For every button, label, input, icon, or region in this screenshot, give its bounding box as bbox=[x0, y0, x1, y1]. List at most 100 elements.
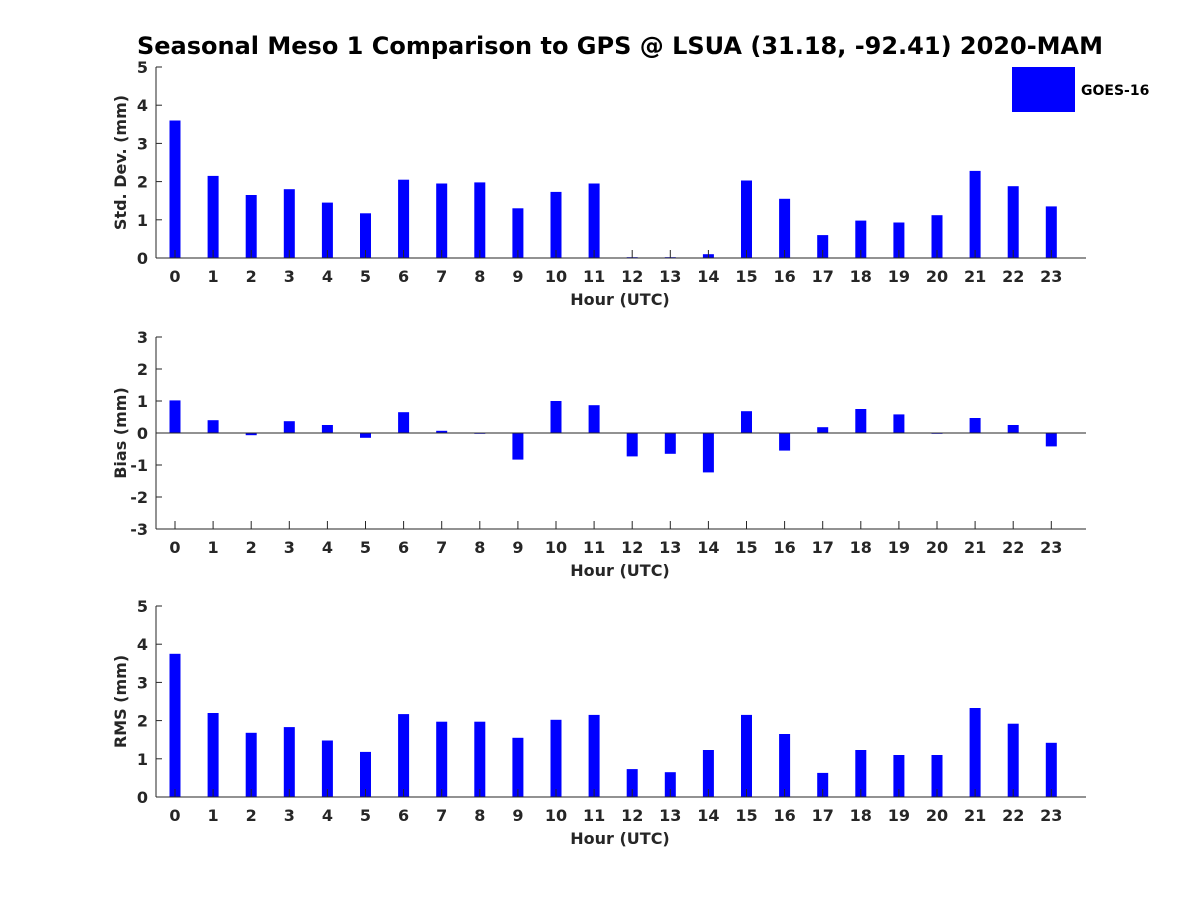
x-tick-label: 14 bbox=[697, 806, 719, 825]
bar-hour-22 bbox=[1007, 723, 1019, 797]
bar-hour-15 bbox=[741, 411, 752, 433]
x-tick-label: 18 bbox=[850, 806, 872, 825]
x-tick-label: 2 bbox=[246, 806, 257, 825]
y-axis-label: Std. Dev. (mm) bbox=[111, 95, 130, 230]
x-tick-label: 13 bbox=[659, 267, 681, 286]
bar-hour-4 bbox=[321, 425, 333, 433]
bar-hour-3 bbox=[283, 727, 295, 797]
bar-hour-9 bbox=[512, 737, 524, 797]
x-tick-label: 12 bbox=[621, 267, 643, 286]
y-tick-label: -1 bbox=[130, 456, 148, 475]
x-tick-label: 19 bbox=[888, 267, 910, 286]
bar-hour-1 bbox=[207, 713, 219, 797]
bar-hour-5 bbox=[360, 751, 371, 797]
y-tick-label: 1 bbox=[137, 211, 148, 230]
figure-title: Seasonal Meso 1 Comparison to GPS @ LSUA… bbox=[137, 32, 1103, 60]
x-axis-label: Hour (UTC) bbox=[570, 290, 670, 309]
x-tick-label: 0 bbox=[169, 806, 180, 825]
x-tick-label: 12 bbox=[621, 538, 643, 557]
bar-hour-23 bbox=[1045, 206, 1057, 258]
bar-hour-11 bbox=[588, 714, 600, 797]
bar-hour-19 bbox=[893, 222, 905, 258]
x-tick-label: 12 bbox=[621, 806, 643, 825]
x-tick-label: 23 bbox=[1040, 538, 1062, 557]
x-tick-label: 14 bbox=[697, 267, 719, 286]
bar-hour-14 bbox=[702, 750, 714, 797]
x-tick-label: 16 bbox=[773, 267, 795, 286]
bar-hour-21 bbox=[969, 170, 981, 258]
x-tick-label: 6 bbox=[398, 267, 409, 286]
x-tick-label: 15 bbox=[735, 267, 757, 286]
y-tick-label: 3 bbox=[137, 673, 148, 692]
bar-hour-16 bbox=[779, 198, 791, 258]
x-tick-label: 11 bbox=[583, 267, 605, 286]
x-tick-label: 15 bbox=[735, 806, 757, 825]
x-tick-label: 2 bbox=[246, 538, 257, 557]
y-tick-label: 3 bbox=[137, 134, 148, 153]
bar-hour-9 bbox=[512, 208, 524, 258]
x-tick-label: 4 bbox=[322, 538, 333, 557]
y-tick-label: 0 bbox=[137, 424, 148, 443]
bar-hour-17 bbox=[817, 427, 829, 433]
x-tick-label: 20 bbox=[926, 267, 948, 286]
x-tick-label: 9 bbox=[512, 267, 523, 286]
bar-hour-22 bbox=[1007, 186, 1019, 258]
bar-hour-12 bbox=[626, 433, 638, 457]
bar-hour-7 bbox=[436, 183, 448, 258]
bar-hour-11 bbox=[588, 183, 600, 258]
bar-hour-0 bbox=[169, 653, 181, 798]
x-tick-label: 13 bbox=[659, 806, 681, 825]
bar-hour-3 bbox=[283, 189, 295, 258]
bar-hour-18 bbox=[855, 220, 867, 258]
x-tick-label: 2 bbox=[246, 267, 257, 286]
x-tick-label: 10 bbox=[545, 538, 567, 557]
bar-hour-23 bbox=[1045, 433, 1057, 447]
x-tick-label: 1 bbox=[208, 267, 219, 286]
y-tick-label: -3 bbox=[130, 520, 148, 539]
bar-hour-7 bbox=[436, 430, 448, 433]
bar-hour-10 bbox=[550, 719, 562, 797]
bar-hour-1 bbox=[207, 175, 219, 258]
x-tick-label: 8 bbox=[474, 267, 485, 286]
x-tick-label: 0 bbox=[169, 538, 180, 557]
bar-hour-8 bbox=[474, 721, 486, 797]
bar-hour-10 bbox=[550, 191, 562, 258]
x-tick-label: 5 bbox=[360, 267, 371, 286]
bar-hour-18 bbox=[855, 409, 867, 433]
x-tick-label: 17 bbox=[812, 267, 834, 286]
legend-swatch bbox=[1012, 67, 1075, 112]
x-tick-label: 9 bbox=[512, 806, 523, 825]
bar-hour-14 bbox=[702, 433, 714, 473]
x-tick-label: 1 bbox=[208, 806, 219, 825]
x-tick-label: 8 bbox=[474, 806, 485, 825]
y-tick-label: 4 bbox=[137, 96, 148, 115]
x-tick-label: 3 bbox=[284, 538, 295, 557]
legend: GOES-16 bbox=[1012, 67, 1149, 112]
x-tick-label: 3 bbox=[284, 806, 295, 825]
x-tick-label: 7 bbox=[436, 538, 447, 557]
x-tick-label: 9 bbox=[512, 538, 523, 557]
x-tick-label: 21 bbox=[964, 538, 986, 557]
x-tick-label: 4 bbox=[322, 806, 333, 825]
x-tick-label: 16 bbox=[773, 538, 795, 557]
bar-hour-7 bbox=[436, 721, 448, 797]
bar-hour-6 bbox=[398, 714, 410, 797]
bar-hour-3 bbox=[283, 421, 295, 433]
bar-hour-2 bbox=[245, 732, 257, 797]
x-tick-label: 18 bbox=[850, 538, 872, 557]
x-axis-label: Hour (UTC) bbox=[570, 829, 670, 848]
x-tick-label: 5 bbox=[360, 806, 371, 825]
bar-hour-8 bbox=[474, 182, 486, 258]
x-tick-label: 22 bbox=[1002, 538, 1024, 557]
x-axis-label: Hour (UTC) bbox=[570, 561, 670, 580]
x-tick-label: 6 bbox=[398, 538, 409, 557]
bar-hour-22 bbox=[1007, 425, 1019, 433]
x-tick-label: 10 bbox=[545, 806, 567, 825]
bar-hour-2 bbox=[245, 433, 257, 436]
bar-hour-20 bbox=[931, 215, 943, 258]
x-tick-label: 3 bbox=[284, 267, 295, 286]
x-tick-label: 19 bbox=[888, 806, 910, 825]
